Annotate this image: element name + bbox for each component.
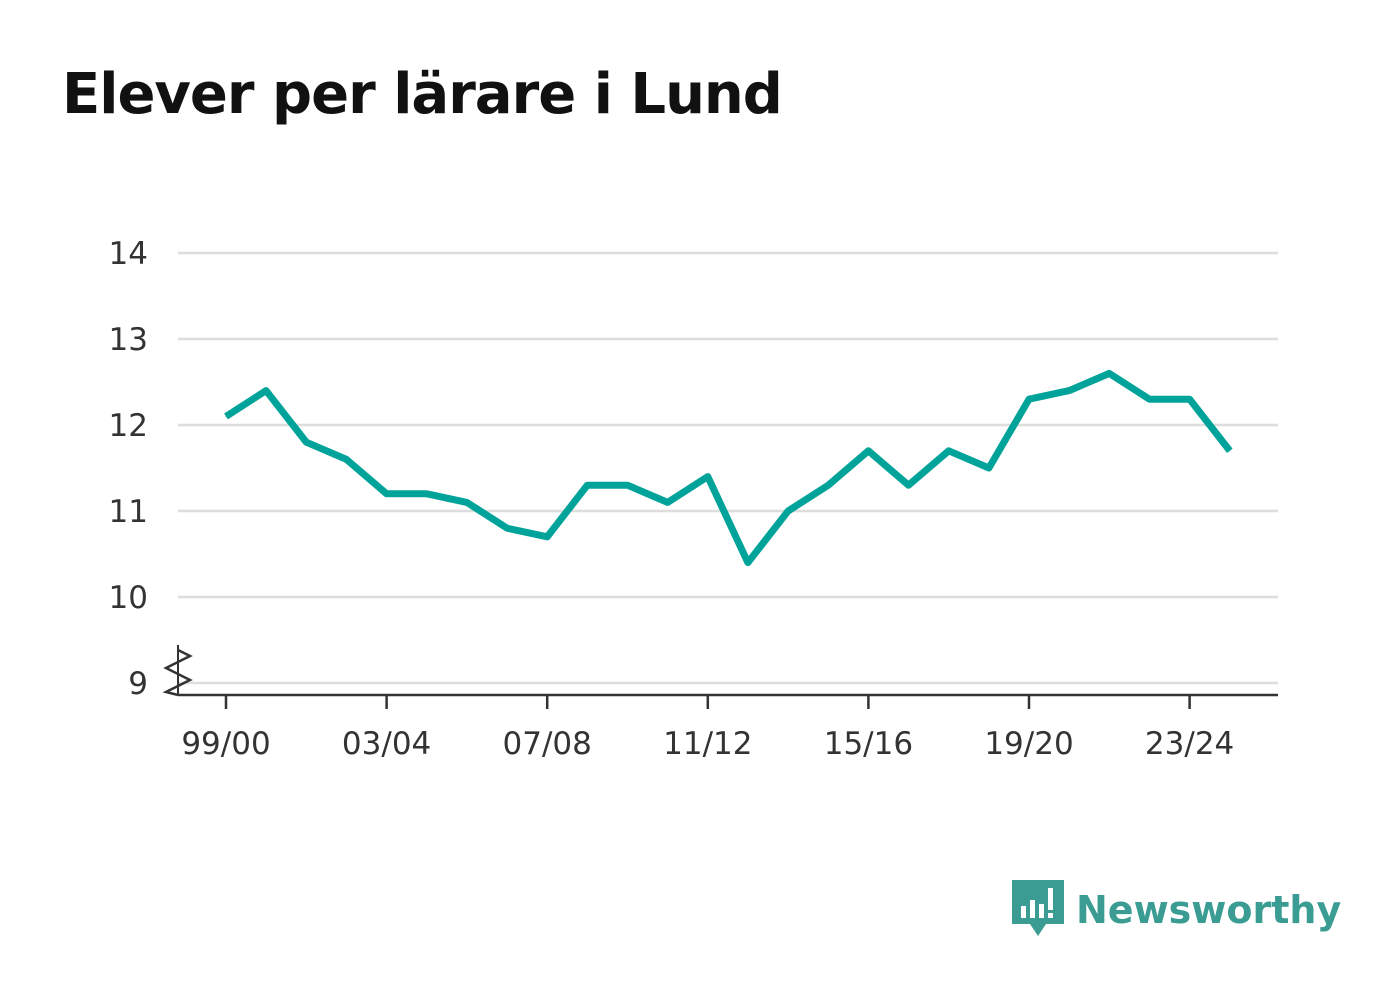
gridlines — [178, 251, 1278, 685]
x-tick-label: 07/08 — [503, 726, 592, 762]
data-point — [948, 450, 950, 452]
data-point — [506, 527, 508, 529]
data-point — [1108, 372, 1110, 374]
data-point — [1028, 398, 1030, 400]
x-axis — [162, 645, 1278, 697]
data-point — [627, 484, 628, 486]
y-tick-label: 12 — [109, 408, 148, 444]
data-point — [667, 501, 669, 503]
x-tick-label: 23/24 — [1145, 726, 1234, 762]
data-point — [908, 484, 910, 486]
newsworthy-logo-icon — [1012, 880, 1064, 936]
x-tick-label: 99/00 — [181, 726, 270, 762]
series-line — [224, 369, 1233, 567]
data-point — [867, 450, 869, 452]
series-layer — [224, 369, 1233, 567]
data-point — [265, 390, 267, 392]
data-point — [586, 484, 588, 486]
data-point — [386, 493, 388, 495]
y-tick-label: 13 — [109, 322, 148, 358]
data-point — [787, 510, 789, 512]
data-point — [466, 501, 468, 503]
brand: Newsworthy — [1012, 880, 1341, 940]
data-point — [305, 441, 307, 443]
data-point — [546, 536, 548, 538]
data-point — [988, 467, 990, 469]
axis-break-icon — [162, 648, 193, 697]
data-point — [345, 458, 347, 460]
y-tick-label: 10 — [109, 580, 148, 616]
x-axis-ticks: 99/00 03/04 07/08 11/12 15/16 19/20 23/24 — [181, 695, 1234, 762]
x-tick-label: 19/20 — [984, 726, 1073, 762]
y-axis-ticks: 9 10 11 12 13 14 — [109, 236, 148, 702]
data-point — [1229, 450, 1231, 452]
x-tick-label: 15/16 — [824, 726, 913, 762]
chart-title: Elever per lärare i Lund — [62, 62, 783, 127]
brand-name: Newsworthy — [1076, 888, 1342, 932]
data-point — [827, 484, 829, 486]
y-tick-label: 11 — [109, 494, 148, 530]
data-point — [426, 493, 428, 495]
data-point — [1148, 398, 1150, 400]
data-point — [707, 476, 709, 478]
data-point — [225, 415, 227, 417]
data-point — [747, 562, 749, 564]
x-tick-label: 11/12 — [663, 726, 752, 762]
y-tick-label: 9 — [128, 666, 148, 702]
y-tick-label: 14 — [109, 236, 148, 272]
data-point — [1068, 390, 1070, 392]
data-point — [1189, 398, 1191, 400]
x-tick-label: 03/04 — [342, 726, 431, 762]
